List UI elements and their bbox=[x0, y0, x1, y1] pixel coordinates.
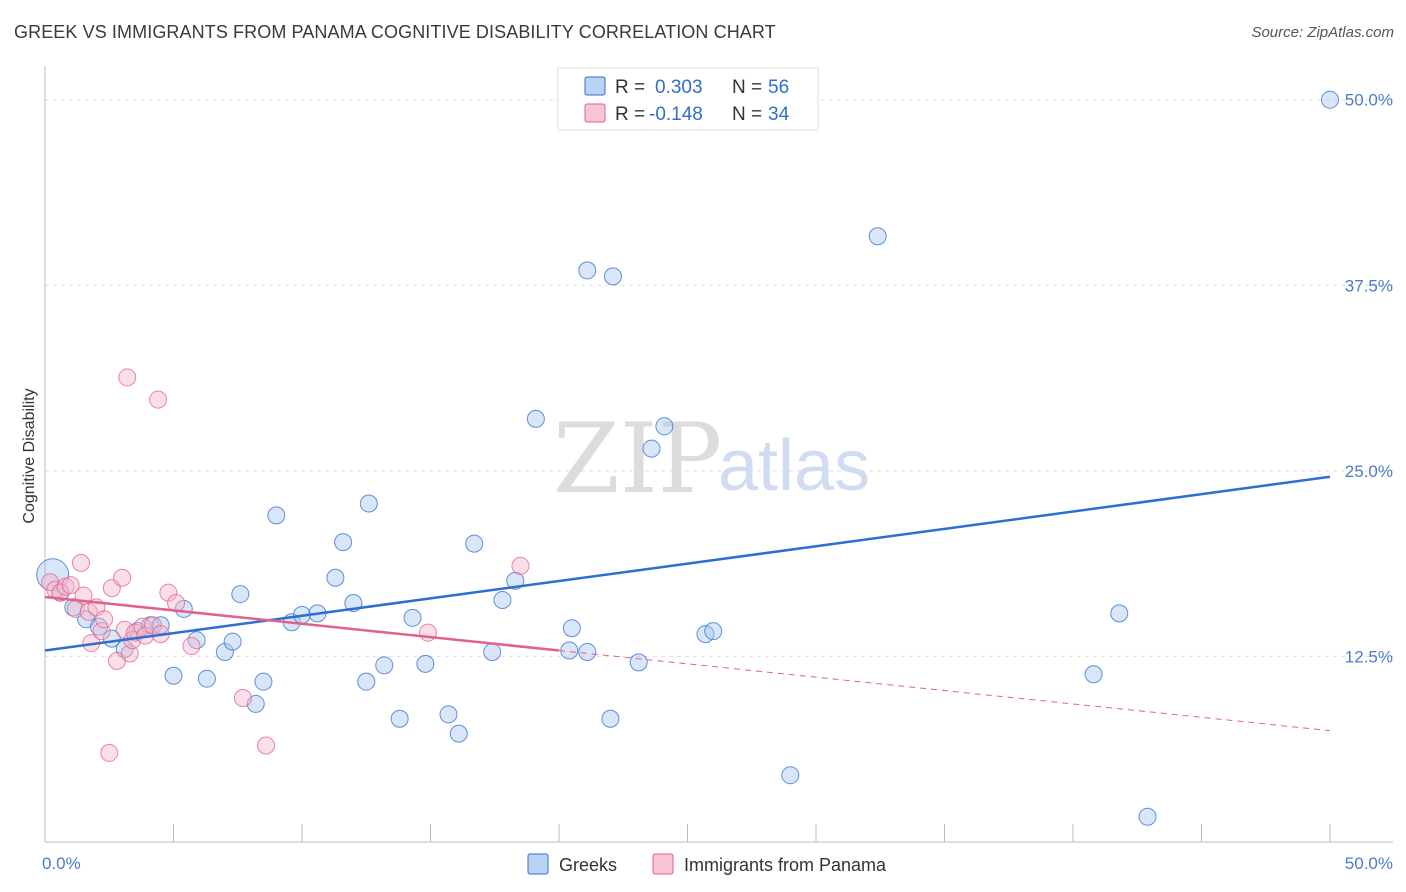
chart-title: GREEK VS IMMIGRANTS FROM PANAMA COGNITIV… bbox=[14, 22, 776, 42]
legend-r-value-1: 0.303 bbox=[655, 77, 703, 98]
panama-point bbox=[233, 688, 252, 707]
legend-swatch-greeks bbox=[584, 76, 606, 96]
bottom-legend-label-panama: Immigrants from Panama bbox=[684, 855, 887, 875]
bottom-legend-swatch-panama bbox=[652, 853, 674, 875]
source-label: Source: ZipAtlas.com bbox=[1251, 24, 1394, 41]
greek-point bbox=[416, 654, 435, 673]
greek-point bbox=[1321, 90, 1339, 109]
greek-point bbox=[326, 568, 345, 587]
legend-r-label-1: R = bbox=[615, 77, 645, 98]
greek-point bbox=[578, 261, 597, 280]
grid-lines bbox=[45, 99, 1393, 657]
greek-point bbox=[223, 632, 242, 651]
legend-n-value-2: 34 bbox=[768, 104, 790, 125]
greek-point bbox=[601, 709, 620, 728]
greek-point bbox=[403, 608, 422, 627]
greek-point bbox=[642, 439, 661, 458]
panama-point bbox=[100, 743, 119, 762]
y-tick-label-2: 37.5% bbox=[1345, 276, 1393, 295]
panama-point bbox=[95, 610, 114, 629]
panama-point bbox=[51, 583, 70, 602]
greek-point bbox=[493, 591, 512, 610]
legend-n-value-1: 56 bbox=[768, 77, 789, 98]
watermark-atlas: atlas bbox=[718, 426, 870, 506]
panama-point bbox=[257, 736, 276, 755]
greek-point bbox=[267, 506, 286, 525]
greek-point bbox=[1084, 665, 1103, 684]
panama-point bbox=[115, 620, 134, 639]
y-axis-label: Cognitive Disability bbox=[21, 388, 38, 523]
watermark: ZIP atlas bbox=[553, 403, 870, 515]
data-points bbox=[36, 90, 1339, 826]
greek-point bbox=[781, 766, 800, 785]
panama-point bbox=[118, 368, 137, 387]
greek-point bbox=[562, 619, 581, 638]
greek-point bbox=[629, 653, 648, 672]
greek-point bbox=[231, 585, 250, 604]
greek-point bbox=[655, 417, 674, 436]
greek-point bbox=[334, 533, 353, 552]
greek-point bbox=[359, 494, 378, 513]
y-tick-label-3: 50.0% bbox=[1345, 91, 1393, 110]
greek-point bbox=[187, 631, 206, 650]
panama-point bbox=[113, 568, 132, 587]
axes bbox=[44, 66, 1393, 843]
y-tick-label-0: 12.5% bbox=[1345, 647, 1393, 666]
greek-point bbox=[215, 642, 234, 661]
trend-lines bbox=[44, 475, 1331, 732]
greek-trend-line bbox=[44, 475, 1331, 652]
x-tick-label-1: 50.0% bbox=[1345, 854, 1393, 873]
tick-labels: 12.5% 25.0% 37.5% 50.0% 0.0% 50.0% bbox=[42, 91, 1393, 873]
panama-trend-line-extension bbox=[558, 649, 1331, 732]
panama-point bbox=[182, 637, 201, 656]
panama-point bbox=[159, 583, 178, 602]
greek-point bbox=[449, 724, 468, 743]
legend-r-label-2: R = bbox=[615, 104, 645, 125]
greek-point bbox=[483, 642, 502, 661]
panama-point bbox=[120, 644, 139, 663]
greek-point bbox=[254, 672, 273, 691]
greek-point bbox=[439, 705, 458, 724]
greek-point bbox=[578, 642, 597, 661]
greek-point bbox=[164, 666, 183, 685]
y-tick-label-1: 25.0% bbox=[1345, 462, 1393, 481]
greek-point bbox=[1138, 807, 1157, 826]
legend-n-label-2: N = bbox=[732, 104, 762, 125]
legend: R = 0.303 N = 56 R = -0.148 N = 34 bbox=[557, 67, 819, 131]
panama-point bbox=[149, 390, 168, 409]
panama-point bbox=[71, 553, 90, 572]
greek-point bbox=[526, 409, 545, 428]
greek-point bbox=[390, 709, 409, 728]
panama-point bbox=[61, 576, 80, 595]
greek-point bbox=[375, 656, 394, 675]
greek-point bbox=[197, 669, 216, 688]
greek-point bbox=[465, 534, 484, 553]
legend-n-label-1: N = bbox=[732, 77, 762, 98]
x-tick-label-0: 0.0% bbox=[42, 854, 81, 873]
bottom-legend-swatch-greeks bbox=[527, 853, 549, 875]
panama-trend-line bbox=[44, 595, 560, 652]
bottom-legend: Greeks Immigrants from Panama bbox=[527, 853, 887, 875]
legend-swatch-panama bbox=[584, 103, 606, 123]
greek-point bbox=[704, 622, 723, 641]
greek-point bbox=[1110, 604, 1129, 623]
greek-point bbox=[603, 267, 622, 286]
panama-point bbox=[511, 556, 530, 575]
bottom-legend-label-greeks: Greeks bbox=[559, 855, 617, 875]
legend-r-value-2: -0.148 bbox=[649, 104, 703, 125]
greek-point bbox=[868, 227, 887, 246]
panama-point bbox=[92, 622, 111, 641]
watermark-zip: ZIP bbox=[553, 403, 722, 515]
greek-point bbox=[357, 672, 376, 691]
